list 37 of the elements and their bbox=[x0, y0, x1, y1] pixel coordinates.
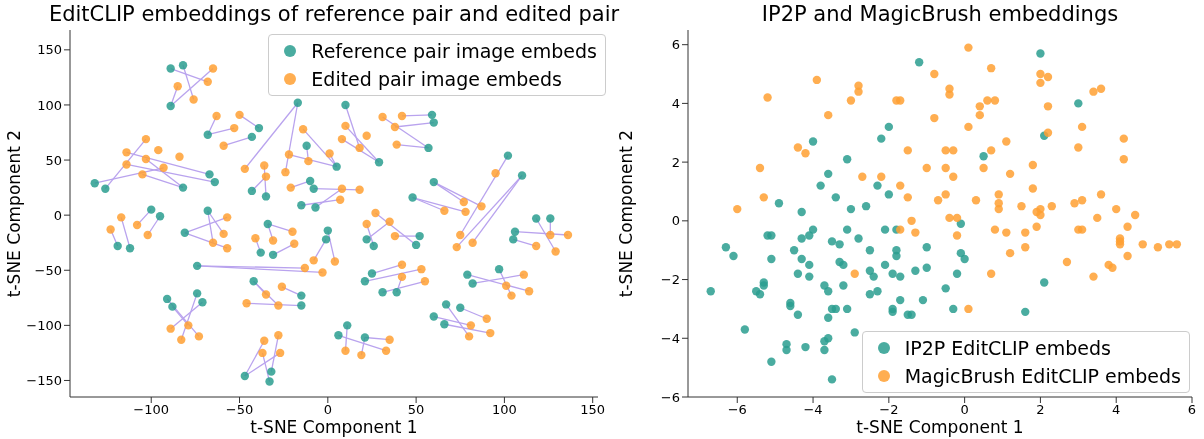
x-tick-label: −100 bbox=[133, 402, 170, 418]
y-tick-label: 0 bbox=[53, 207, 62, 223]
y-tick-label: 150 bbox=[37, 42, 62, 58]
chart-title: IP2P and MagicBrush embeddings bbox=[760, 2, 1120, 26]
x-tick-label: 150 bbox=[580, 402, 606, 418]
legend-label: Reference pair image embeds bbox=[311, 39, 597, 64]
y-tick-label: 0 bbox=[671, 213, 680, 229]
y-tick-label: −50 bbox=[34, 262, 62, 278]
x-tick-label: −2 bbox=[879, 402, 899, 418]
x-tick-label: −4 bbox=[803, 402, 823, 418]
x-tick-label: 100 bbox=[491, 402, 517, 418]
x-tick-label: 50 bbox=[407, 402, 425, 418]
legend-label: IP2P EditCLIP embeds bbox=[904, 336, 1111, 361]
y-tick-label: −100 bbox=[26, 317, 62, 333]
legend-label: MagicBrush EditCLIP embeds bbox=[904, 364, 1181, 389]
y-tick-label: 100 bbox=[37, 97, 62, 113]
legend-label: Edited pair image embeds bbox=[311, 67, 562, 92]
y-tick-label: −6 bbox=[660, 389, 680, 405]
x-tick-label: 2 bbox=[1036, 402, 1045, 418]
y-tick-label: 6 bbox=[671, 37, 680, 53]
x-tick-label: −50 bbox=[225, 402, 254, 418]
y-tick-label: −150 bbox=[26, 373, 62, 389]
x-axis-title: t-SNE Component 1 bbox=[856, 417, 1024, 437]
y-tick-label: 50 bbox=[45, 152, 62, 168]
y-tick-label: 4 bbox=[671, 96, 680, 112]
x-tick-label: −6 bbox=[727, 402, 747, 418]
y-axis-title: t-SNE Component 2 bbox=[4, 129, 25, 298]
x-tick-label: 4 bbox=[1112, 402, 1121, 418]
x-tick-label: 6 bbox=[1187, 402, 1197, 418]
y-axis-title: t-SNE Component 2 bbox=[616, 129, 637, 298]
x-tick-label: 0 bbox=[323, 402, 332, 418]
chart-title: EditCLIP embeddings of reference pair and edited pair bbox=[47, 2, 621, 26]
y-tick-label: −4 bbox=[660, 330, 680, 346]
x-tick-label: 0 bbox=[960, 402, 969, 418]
x-axis-title: t-SNE Component 1 bbox=[250, 417, 418, 437]
y-tick-label: −2 bbox=[660, 272, 680, 288]
y-tick-label: 2 bbox=[671, 154, 680, 170]
